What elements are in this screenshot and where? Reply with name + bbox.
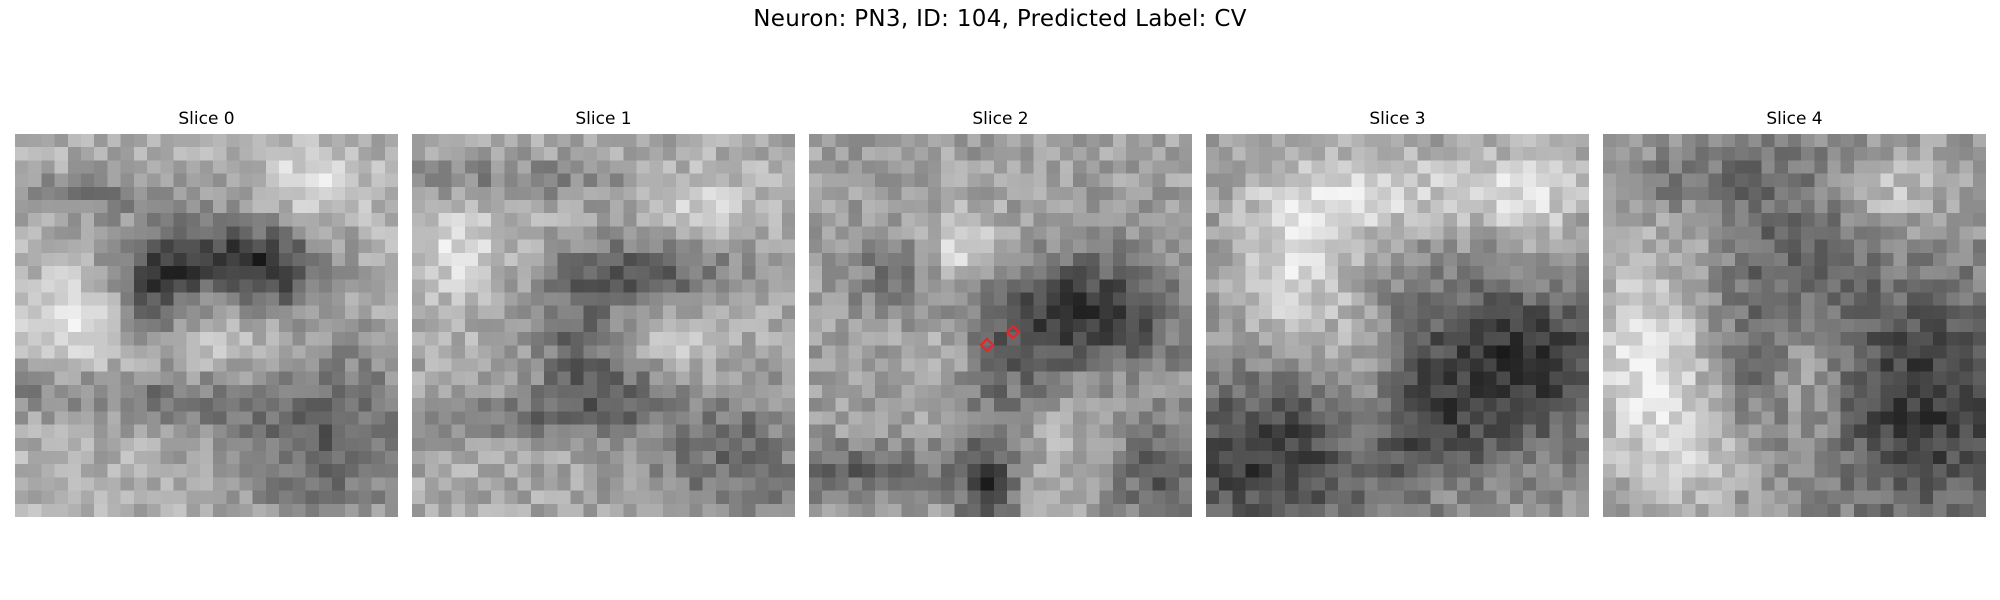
slice-image	[1603, 134, 1986, 517]
slice-image	[1206, 134, 1589, 517]
slice-title: Slice 2	[972, 109, 1029, 129]
slice-image	[412, 134, 795, 517]
slice-title: Slice 0	[178, 109, 235, 129]
slice-title: Slice 3	[1369, 109, 1426, 129]
slice-panel-3: Slice 3	[1206, 108, 1589, 517]
slice-panel-4: Slice 4	[1603, 108, 1986, 517]
slice-title: Slice 4	[1766, 109, 1823, 129]
slice-image	[809, 134, 1192, 517]
slice-image	[15, 134, 398, 517]
slice-panel-0: Slice 0	[15, 108, 398, 517]
slice-panel-1: Slice 1	[412, 108, 795, 517]
slice-panel-2: Slice 2	[809, 108, 1192, 517]
figure-title: Neuron: PN3, ID: 104, Predicted Label: C…	[753, 6, 1247, 32]
slice-title: Slice 1	[575, 109, 632, 129]
